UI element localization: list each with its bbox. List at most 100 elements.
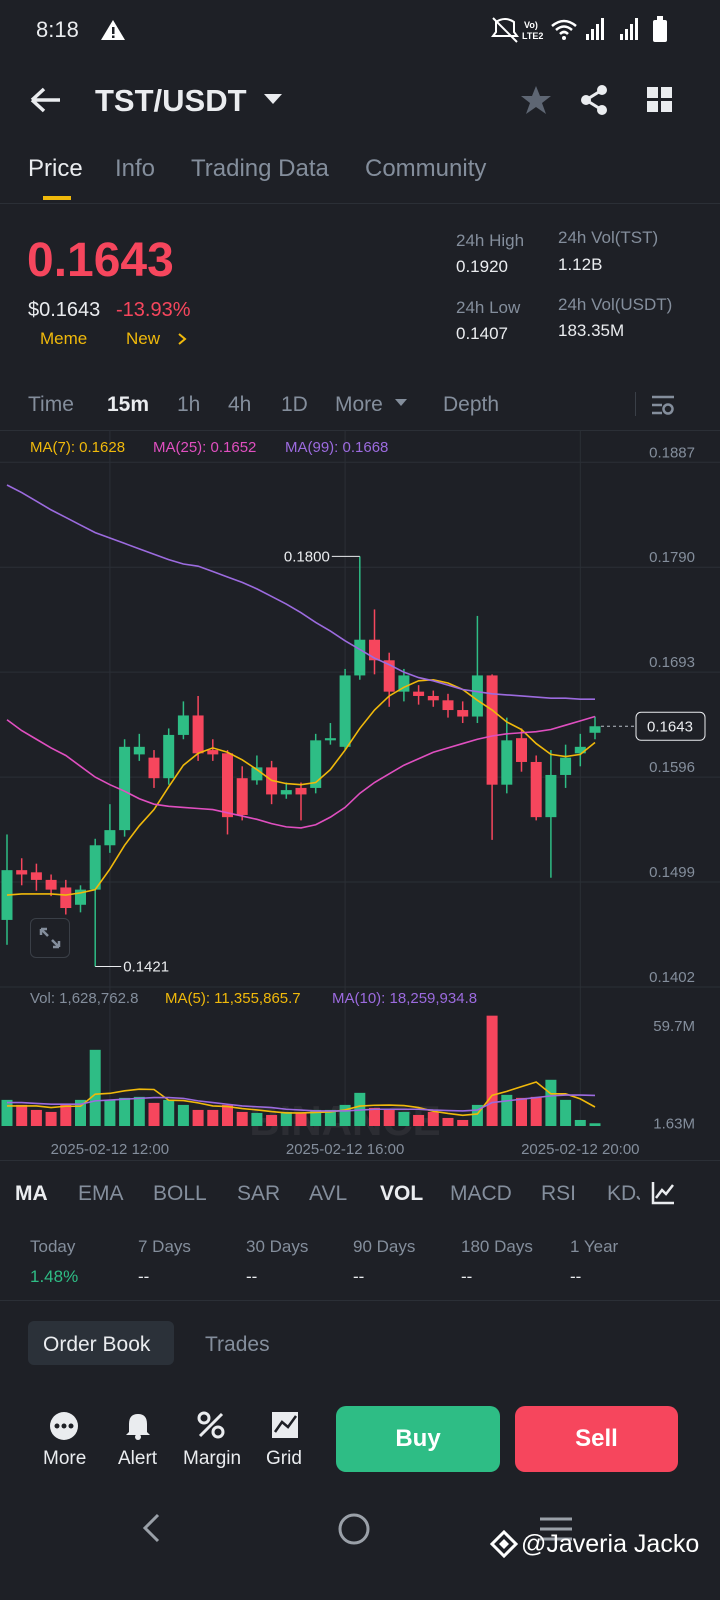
nav-back[interactable]	[138, 1512, 164, 1544]
more-icon[interactable]	[49, 1411, 79, 1441]
interval[interactable]: Time	[28, 393, 74, 416]
nav-recents[interactable]	[538, 1516, 574, 1542]
volume-bar	[75, 1099, 86, 1126]
pair-title[interactable]: TST/USDT	[95, 83, 247, 118]
volume-bar	[310, 1109, 322, 1126]
share-button[interactable]	[578, 84, 610, 116]
tag[interactable]: Meme	[40, 329, 88, 348]
volume-bar	[369, 1107, 380, 1126]
indicator[interactable]: SAR	[237, 1182, 281, 1205]
indicator[interactable]: MACD	[450, 1182, 512, 1205]
chart-settings[interactable]	[650, 393, 676, 417]
indicator[interactable]: MA	[15, 1182, 48, 1205]
volume-tick-label: 1.63M	[653, 1115, 695, 1132]
tab[interactable]: Community	[365, 155, 487, 182]
indicator-settings[interactable]	[650, 1180, 676, 1206]
nav-home[interactable]	[337, 1512, 371, 1546]
grid-icon[interactable]	[270, 1410, 300, 1440]
volume-ma-line	[7, 1081, 596, 1117]
indicator[interactable]: VOL	[380, 1182, 424, 1205]
indicator[interactable]: KDJ	[607, 1182, 640, 1205]
usd-price: $0.1643	[28, 299, 101, 321]
action-label[interactable]: Margin	[183, 1448, 242, 1469]
candle-body	[516, 738, 527, 762]
pair-dropdown[interactable]	[263, 92, 283, 106]
volume-bar	[163, 1099, 175, 1126]
stat-value: 0.1920	[456, 257, 508, 276]
volume-bar	[427, 1111, 439, 1126]
tab[interactable]: Info	[115, 155, 156, 182]
interval[interactable]: Depth	[443, 393, 500, 416]
volume-bar	[119, 1097, 131, 1126]
volume-bar	[16, 1104, 28, 1126]
stat-label: 24h Vol(TST)	[558, 228, 659, 247]
y-tick-label: 0.1790	[649, 549, 695, 566]
perf-label: 1 Year	[570, 1237, 619, 1256]
candle-body	[413, 691, 425, 696]
perf-label: 7 Days	[138, 1237, 191, 1256]
indicator[interactable]: BOLL	[153, 1182, 207, 1205]
candle-body	[442, 700, 454, 711]
volume-bar	[413, 1114, 425, 1126]
candle-body	[369, 639, 380, 661]
layout-button[interactable]	[646, 86, 674, 114]
action-label[interactable]: More	[43, 1448, 87, 1469]
book-tab[interactable]: Order Book	[43, 1333, 151, 1356]
volume-legend: Vol: 1,628,762.8	[30, 990, 138, 1007]
high-label: 0.1800	[284, 548, 330, 565]
y-tick-label: 0.1402	[649, 969, 695, 986]
action-label[interactable]: Grid	[266, 1448, 302, 1469]
candle-body	[30, 872, 42, 880]
volume-bar	[471, 1104, 483, 1126]
interval[interactable]: 1h	[177, 393, 201, 416]
alert-icon[interactable]	[123, 1410, 153, 1440]
margin-icon[interactable]	[196, 1410, 226, 1440]
candle-body	[501, 740, 513, 785]
perf-label: 90 Days	[353, 1237, 416, 1256]
indicator[interactable]: EMA	[78, 1182, 124, 1205]
candle-body	[560, 757, 572, 775]
tab[interactable]: Trading Data	[191, 155, 329, 182]
tab[interactable]: Price	[28, 155, 83, 182]
x-tick-label: 2025-02-12 20:00	[521, 1141, 639, 1158]
candle-body	[295, 787, 307, 795]
warning-icon	[101, 20, 125, 40]
favorite-button[interactable]	[520, 84, 552, 116]
candle-body	[280, 790, 292, 795]
back-button[interactable]	[30, 86, 64, 114]
volume-bar	[251, 1112, 263, 1126]
expand-button[interactable]	[30, 918, 70, 958]
legend-entry: MA(10): 18,259,934.8	[332, 990, 477, 1007]
divider	[0, 430, 720, 431]
perf-value: --	[246, 1267, 258, 1286]
watermark: @Javeria Jacko	[521, 1530, 700, 1558]
tag[interactable]: New	[126, 329, 161, 348]
perf-value: --	[461, 1267, 473, 1286]
candle-body	[148, 757, 160, 779]
volume-bar	[324, 1109, 336, 1126]
volume-bar	[501, 1094, 513, 1126]
candle-body	[163, 734, 175, 779]
book-tab[interactable]: Trades	[205, 1333, 270, 1356]
volume-bar	[207, 1109, 219, 1126]
interval[interactable]: 4h	[228, 393, 252, 416]
candle-body	[457, 710, 469, 717]
legend-entry: MA(99): 0.1668	[285, 439, 388, 456]
sell-button[interactable]: Sell	[515, 1406, 678, 1472]
buy-button[interactable]: Buy	[336, 1406, 500, 1472]
candle-body	[471, 675, 483, 717]
interval[interactable]: 15m	[107, 393, 150, 416]
stat-value: 0.1407	[456, 324, 508, 343]
interval[interactable]: More	[335, 393, 383, 416]
candle-body	[236, 778, 248, 815]
volume-bar	[60, 1104, 72, 1126]
action-label[interactable]: Alert	[118, 1448, 158, 1469]
legend-entry: MA(5): 11,355,865.7	[165, 990, 301, 1007]
perf-value: --	[138, 1267, 150, 1286]
indicator[interactable]: AVL	[309, 1182, 348, 1205]
volume-ma-line	[7, 1094, 596, 1112]
indicator[interactable]: RSI	[541, 1182, 577, 1205]
candle-body	[89, 845, 101, 890]
interval[interactable]: 1D	[281, 393, 308, 416]
